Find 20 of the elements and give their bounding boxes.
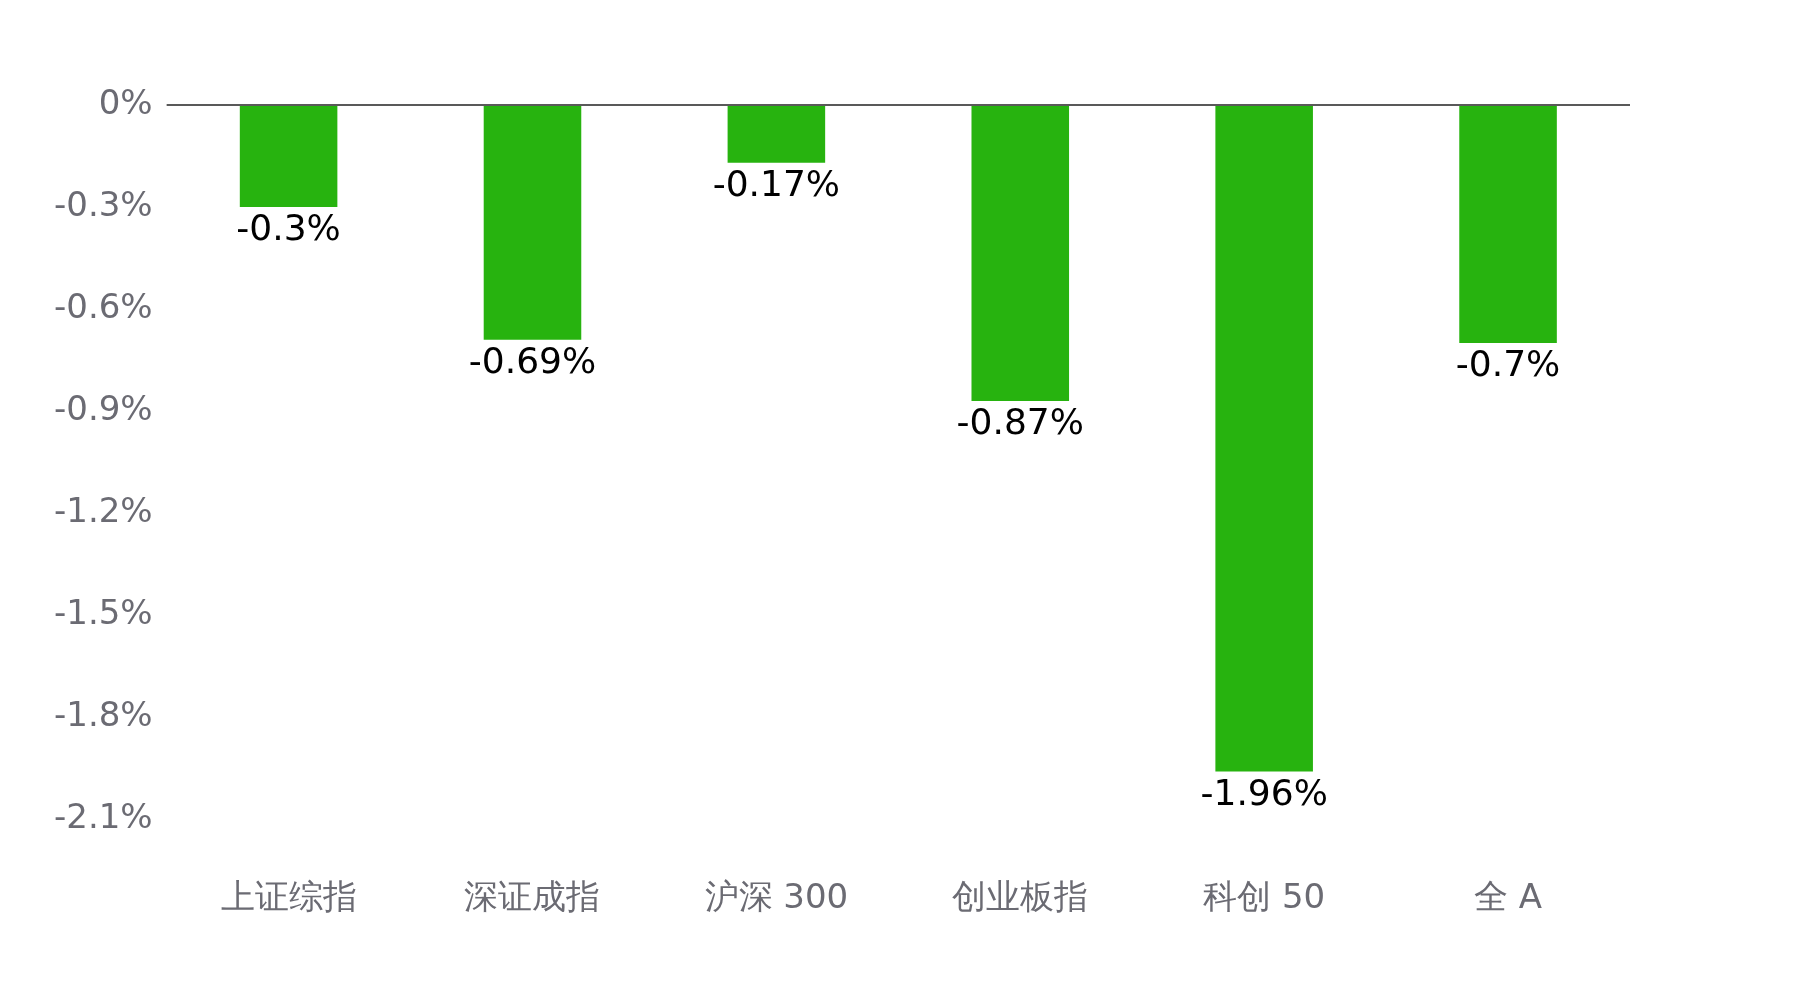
y-tick-label: -1.8% (53, 694, 153, 734)
data-label: -0.69% (468, 340, 597, 382)
y-tick-label: -0.6% (53, 285, 153, 326)
y-tick-label: 0% (98, 81, 153, 122)
data-label: -0.87% (956, 401, 1084, 443)
data-label: -0.3% (236, 207, 341, 249)
x-tick-label: 全 A (1474, 876, 1543, 917)
y-tick-label: -1.2% (53, 489, 153, 530)
y-tick-label: -0.9% (53, 387, 153, 428)
x-tick-label: 科创 50 (1203, 876, 1326, 917)
y-tick-label: -2.1% (53, 796, 153, 837)
y-tick-label: -1.5% (53, 591, 153, 632)
data-label: -0.7% (1455, 343, 1561, 385)
data-label: -1.96% (1200, 771, 1328, 813)
y-tick-label: -0.3% (53, 183, 153, 224)
x-tick-label: 沪深 300 (704, 876, 849, 917)
data-label: -0.17% (712, 163, 841, 205)
x-tick-label: 上证综指 (220, 876, 357, 917)
x-tick-label: 创业板指 (952, 876, 1089, 917)
x-tick-label: 深证成指 (464, 876, 601, 917)
